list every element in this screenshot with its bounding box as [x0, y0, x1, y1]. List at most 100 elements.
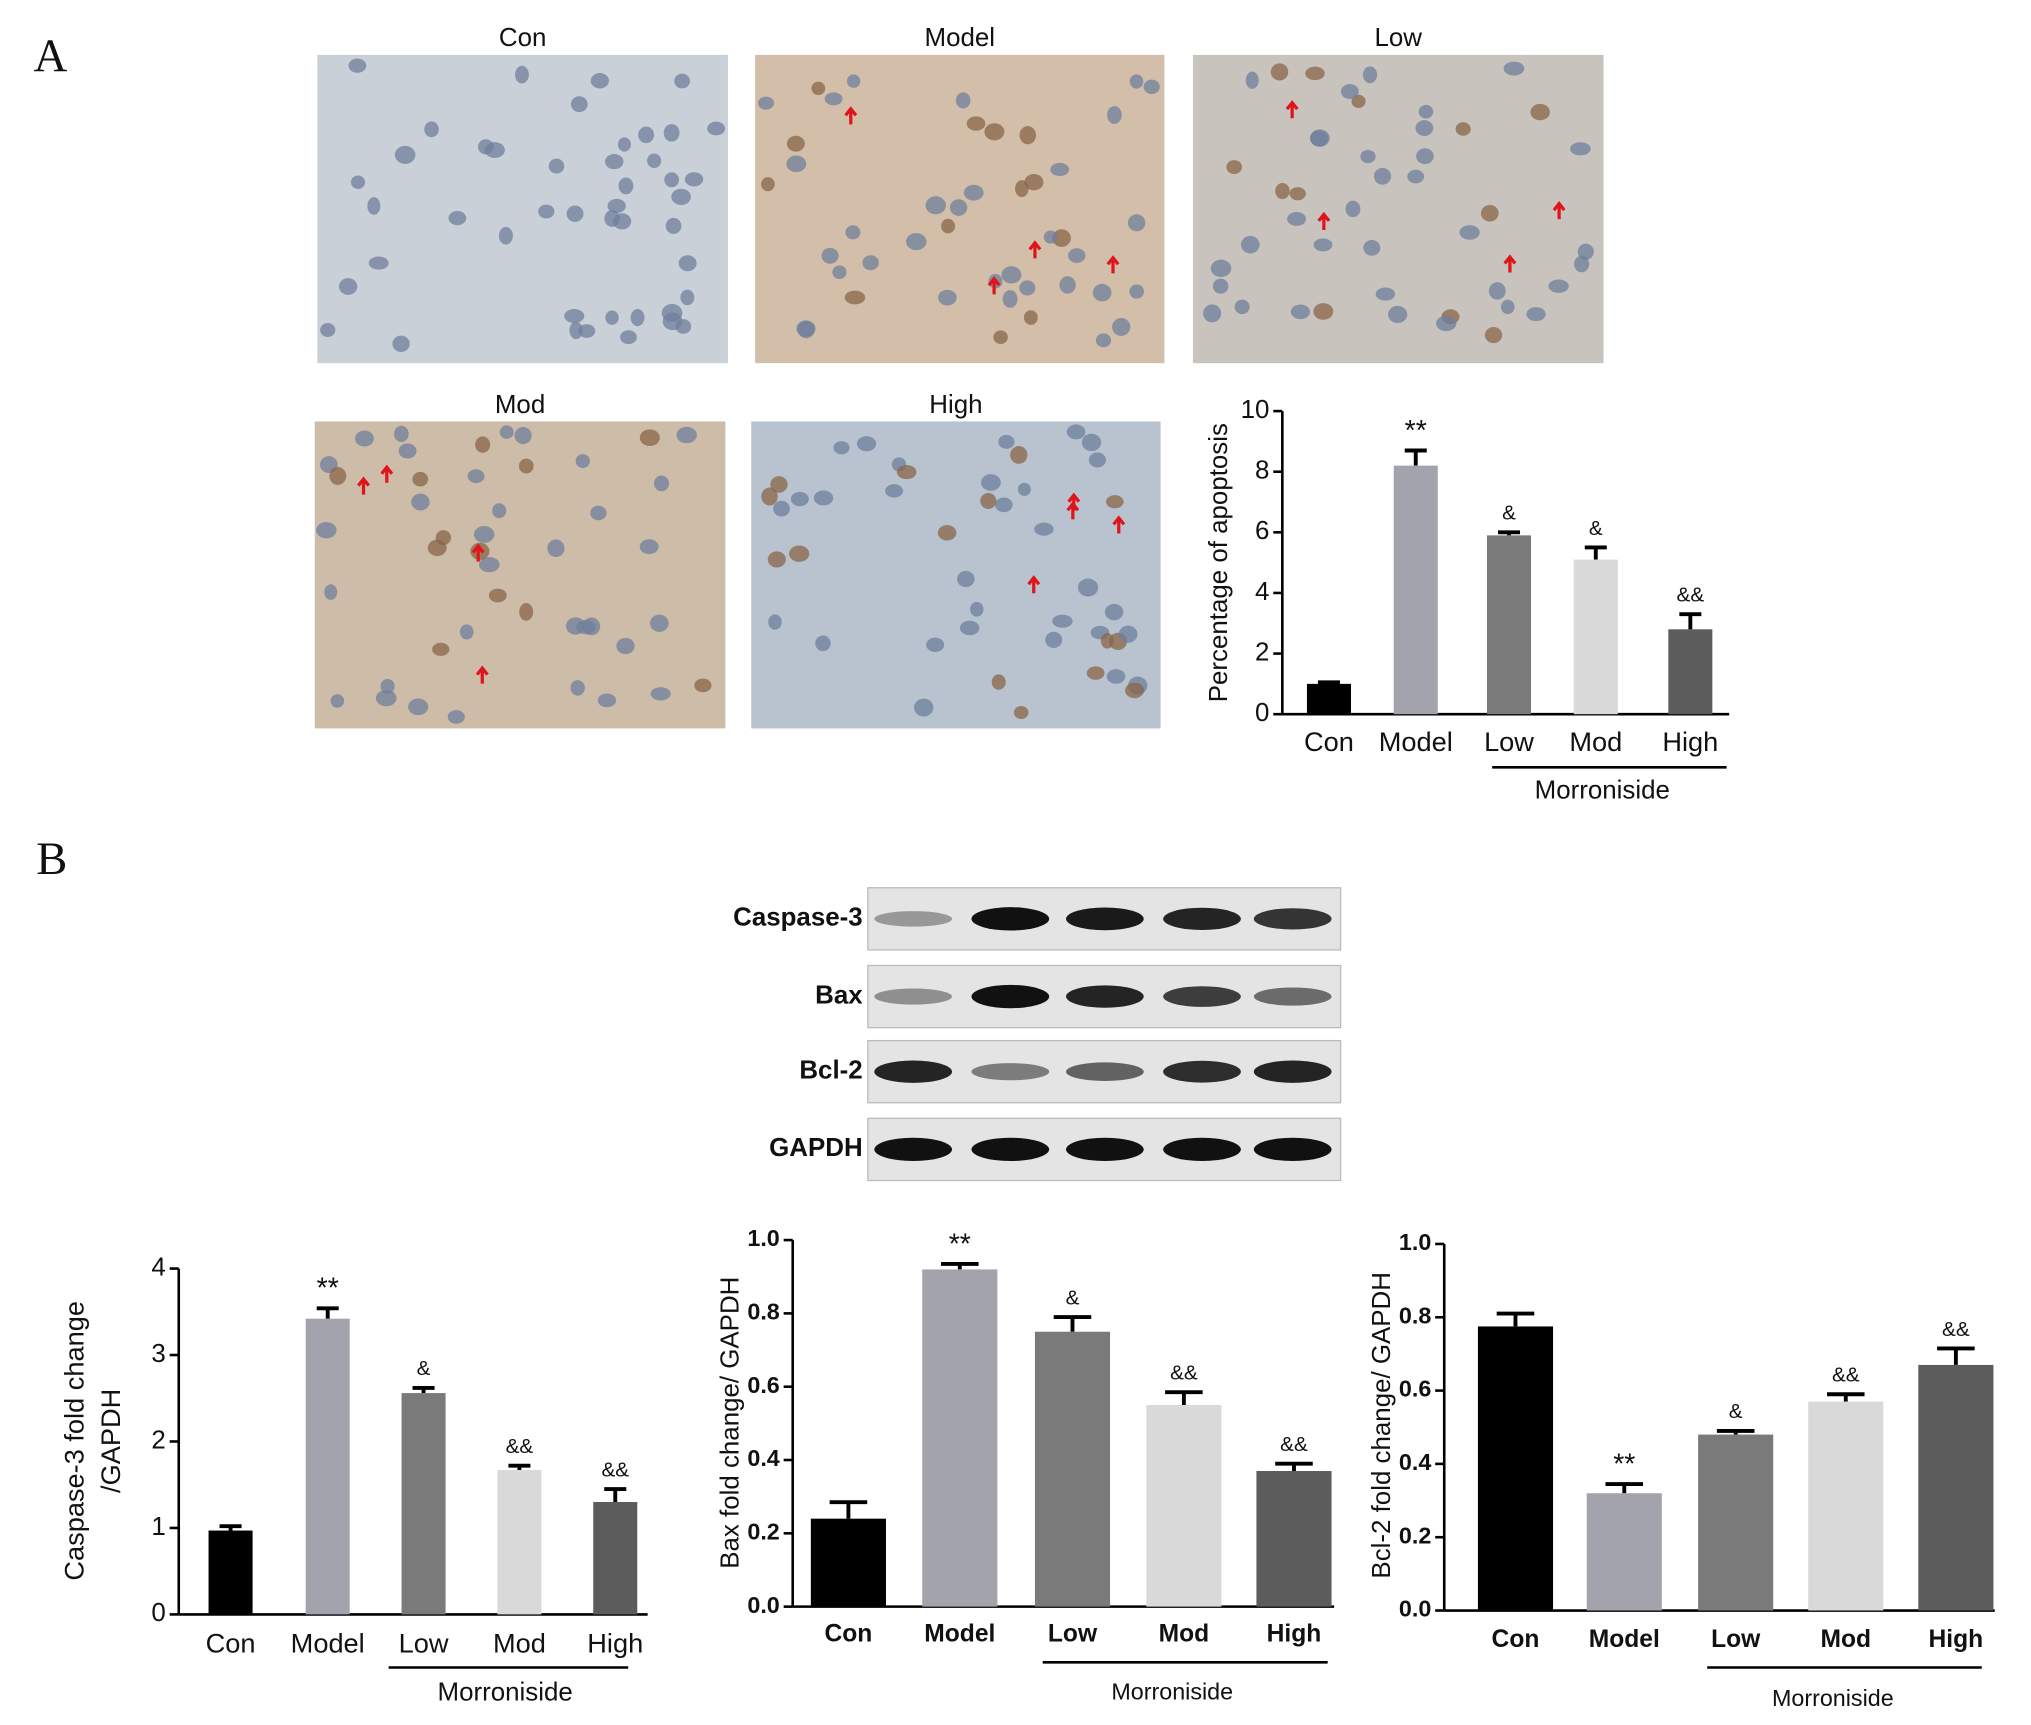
y-tick-label: 2	[1255, 638, 1269, 666]
cell	[980, 492, 997, 509]
cell	[1310, 130, 1329, 147]
cell	[937, 525, 957, 541]
arrow	[1106, 255, 1120, 274]
y-axis-label: Percentage of apoptosis	[1205, 423, 1233, 702]
bar	[1573, 559, 1618, 715]
blot-band	[1066, 907, 1144, 931]
blot-band	[1066, 985, 1144, 1008]
cell	[488, 588, 507, 603]
error-bar	[1165, 1390, 1203, 1406]
cell	[991, 674, 1006, 690]
blot-band	[971, 984, 1050, 1009]
blot-band	[1163, 986, 1241, 1007]
cell	[1313, 238, 1333, 252]
significance: &&	[506, 1435, 534, 1458]
cell	[1407, 169, 1425, 184]
bar	[1918, 1364, 1994, 1611]
cell	[856, 436, 877, 452]
group-label: Morroniside	[438, 1678, 573, 1706]
cell	[1455, 122, 1471, 136]
y-tick-label: 0.4	[1399, 1449, 1431, 1475]
cell	[1459, 225, 1480, 240]
cell	[833, 441, 850, 455]
y-axis-label: Caspase-3 fold change	[59, 1301, 90, 1581]
cell	[676, 426, 697, 444]
cell	[475, 436, 491, 453]
cell	[770, 476, 788, 493]
cell	[1418, 104, 1434, 119]
arrow	[1285, 100, 1299, 119]
cell	[1017, 482, 1031, 496]
blot-band	[874, 988, 953, 1005]
y-axis-label: Bax fold change/ GAPDH	[717, 1277, 745, 1569]
cell	[1095, 333, 1112, 348]
bar	[305, 1318, 350, 1615]
cell	[459, 624, 474, 640]
bar	[593, 1502, 638, 1615]
error-bar	[1317, 680, 1340, 685]
cell	[694, 678, 712, 693]
bar	[810, 1518, 886, 1607]
cell	[1305, 66, 1325, 81]
cell	[1112, 317, 1131, 336]
blot-band	[874, 1060, 953, 1083]
bar	[1306, 683, 1351, 715]
cell	[684, 172, 704, 187]
x-tick-label: High	[1662, 726, 1718, 757]
bar	[1586, 1493, 1662, 1611]
error-bar	[1679, 612, 1702, 630]
cell	[1570, 142, 1591, 156]
y-tick-label: 0.2	[1399, 1522, 1431, 1548]
significance: &&	[1942, 1318, 1970, 1341]
cell	[639, 429, 660, 447]
cell	[758, 96, 775, 110]
y-tick-label: 4	[151, 1253, 165, 1281]
cell	[862, 255, 879, 271]
cell	[1106, 669, 1126, 684]
arrow	[1503, 254, 1517, 273]
cell	[392, 335, 410, 353]
cell	[768, 614, 782, 630]
cell	[980, 474, 1001, 491]
bar	[1486, 535, 1532, 715]
arrow	[1552, 201, 1566, 220]
arrow	[471, 543, 485, 562]
cell	[963, 184, 984, 201]
bar	[1034, 1331, 1111, 1607]
cell	[678, 255, 697, 272]
cell	[786, 155, 807, 173]
x-tick-label: Model	[291, 1628, 365, 1659]
cell	[1081, 433, 1102, 452]
cell	[394, 145, 416, 164]
blot-band	[971, 1137, 1050, 1162]
y-tick-label: 1.0	[747, 1225, 779, 1251]
cell	[1526, 307, 1546, 322]
group-label: Morroniside	[1111, 1679, 1233, 1705]
cell	[914, 698, 934, 717]
significance: &&	[1832, 1364, 1860, 1387]
micrograph-title: Mod	[495, 391, 545, 419]
cell	[1210, 259, 1232, 278]
cell	[367, 197, 381, 215]
cell	[329, 466, 347, 485]
cell	[1577, 243, 1594, 260]
error-bar	[829, 1500, 868, 1519]
cell	[582, 617, 601, 636]
cell	[566, 205, 584, 222]
bar	[497, 1470, 542, 1615]
cell	[1052, 614, 1073, 628]
cell	[1270, 63, 1289, 81]
x-tick-label: Con	[206, 1628, 256, 1659]
blot-band	[874, 911, 953, 927]
cell	[1387, 305, 1408, 324]
error-bar	[941, 1261, 979, 1270]
cell	[661, 303, 683, 322]
error-bar	[604, 1487, 627, 1503]
bar	[1477, 1326, 1554, 1611]
bar	[1698, 1434, 1774, 1611]
significance: &	[1066, 1286, 1080, 1309]
x-tick-label: Mod	[1159, 1621, 1210, 1648]
cell	[797, 321, 815, 339]
micrograph	[317, 54, 728, 364]
y-tick-label: 0.8	[747, 1299, 779, 1325]
